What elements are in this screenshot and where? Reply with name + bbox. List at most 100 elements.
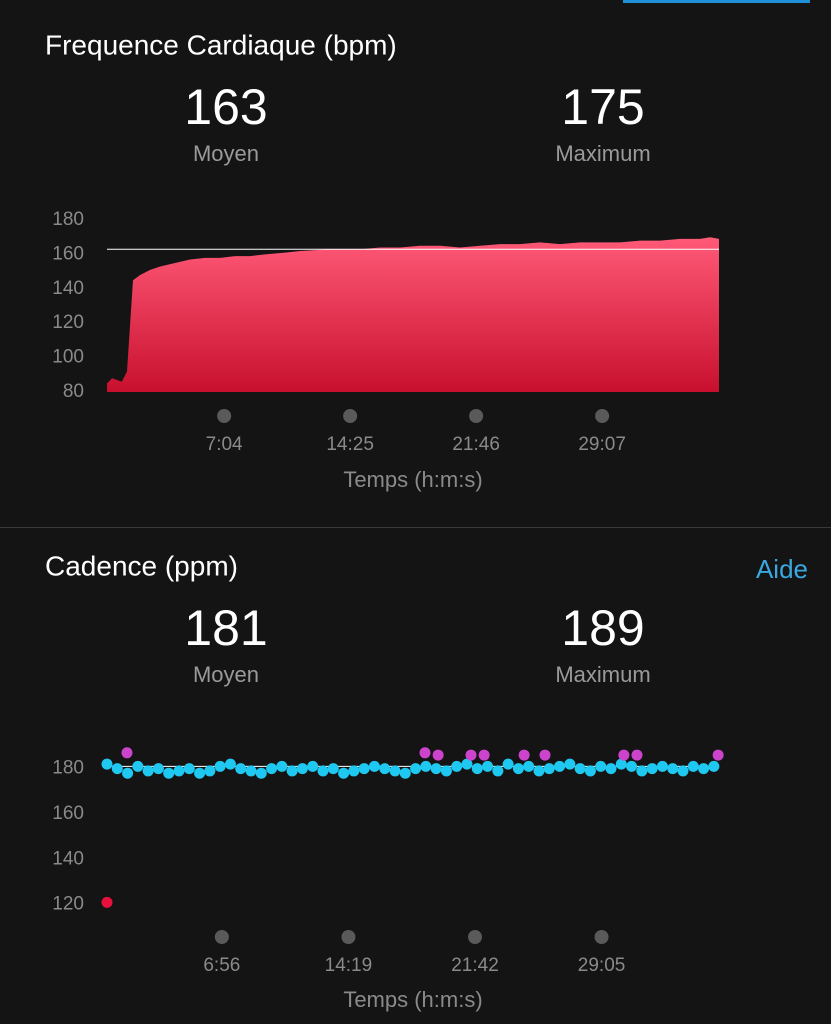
y-tick-label: 80	[63, 381, 84, 402]
stat-value: 163	[184, 79, 267, 135]
cadence-point	[465, 749, 477, 761]
y-tick-label: 180	[52, 758, 84, 779]
cadence-point	[286, 765, 298, 777]
cadence-point	[348, 765, 360, 777]
cadence-point	[410, 763, 422, 775]
cadence-point	[420, 760, 432, 772]
x-tick-dot	[469, 409, 484, 423]
x-tick-dot	[343, 409, 358, 423]
y-tick-label: 140	[52, 278, 84, 299]
panel-title: Frequence Cardiaque (bpm)	[45, 29, 397, 60]
cadence-point	[389, 765, 401, 777]
cadence-point	[478, 749, 490, 761]
cadence-point	[368, 760, 380, 772]
cadence-point	[173, 765, 185, 777]
panel-title: Cadence (ppm)	[45, 550, 238, 581]
cadence-point	[471, 763, 483, 775]
cadence-point	[152, 763, 164, 775]
cadence-point	[121, 747, 133, 759]
stat-label: Moyen	[193, 141, 259, 166]
x-tick-label: 29:05	[578, 955, 626, 976]
y-tick-label: 180	[52, 209, 84, 230]
cadence-point	[399, 767, 411, 779]
cadence-point	[214, 760, 226, 772]
cadence-point	[440, 765, 452, 777]
cadence-point	[245, 765, 257, 777]
cadence-point	[235, 763, 247, 775]
x-tick-label: 14:25	[326, 434, 374, 455]
y-tick-label: 100	[52, 347, 84, 368]
cadence-point	[430, 763, 442, 775]
cadence-point	[163, 767, 175, 779]
x-tick-dot	[468, 930, 482, 944]
cadence-point	[482, 760, 494, 772]
cadence-point	[708, 760, 720, 772]
x-tick-dot	[341, 930, 356, 944]
x-tick-dot	[217, 409, 232, 423]
cadence-point	[636, 765, 648, 777]
y-tick-label: 120	[52, 312, 84, 333]
x-tick-dot	[594, 930, 609, 944]
x-tick-dot	[214, 930, 229, 944]
x-tick-dot	[595, 409, 610, 423]
stat-value: 175	[561, 79, 644, 135]
cadence-point	[327, 763, 339, 775]
cadence-point	[101, 896, 113, 908]
cadence-point	[712, 749, 724, 761]
stat-label: Maximum	[555, 662, 650, 687]
cadence-point	[698, 763, 710, 775]
x-axis-label: Temps (h:m:s)	[343, 987, 482, 1012]
cadence-point	[543, 763, 555, 775]
y-tick-label: 160	[52, 803, 84, 824]
cadence-point	[255, 767, 267, 779]
cadence-point	[656, 760, 668, 772]
cadence-point	[646, 763, 658, 775]
cadence-point	[432, 749, 444, 761]
cadence-point	[224, 758, 236, 770]
cadence-point	[142, 765, 154, 777]
cadence-point	[631, 749, 643, 761]
cadence-point	[194, 767, 206, 779]
cadence-point	[533, 765, 545, 777]
cadence-point	[101, 758, 113, 770]
cadence-point	[554, 760, 566, 772]
cadence-point	[502, 758, 514, 770]
cadence-point	[461, 758, 473, 770]
cadence-point	[266, 763, 278, 775]
cadence-point	[539, 749, 551, 761]
cadence-point	[626, 760, 638, 772]
stat-label: Maximum	[555, 141, 650, 166]
cadence-point	[317, 765, 329, 777]
stat-label: Moyen	[193, 662, 259, 687]
y-tick-label: 160	[52, 243, 84, 264]
cadence-point	[204, 765, 216, 777]
cadence-point	[618, 749, 630, 761]
cadence-point	[605, 763, 617, 775]
stat-value: 189	[561, 600, 644, 656]
cadence-point	[523, 760, 535, 772]
y-tick-label: 120	[52, 894, 84, 915]
cadence-point	[595, 760, 607, 772]
tab-indicator	[623, 0, 810, 3]
divider	[0, 527, 831, 528]
cadence-point	[564, 758, 576, 770]
cadence-point	[276, 760, 288, 772]
cadence-point	[615, 758, 627, 770]
help-link[interactable]: Aide	[756, 554, 808, 584]
y-tick-label: 140	[52, 848, 84, 869]
cadence-point	[451, 760, 463, 772]
x-axis-label: Temps (h:m:s)	[343, 467, 482, 492]
cadence-point	[122, 767, 134, 779]
cadence-point	[111, 763, 123, 775]
cadence-point	[379, 763, 391, 775]
x-tick-label: 6:56	[203, 955, 240, 976]
cadence-point	[338, 767, 350, 779]
stat-value: 181	[184, 600, 267, 656]
cadence-point	[132, 760, 144, 772]
cadence-point	[358, 763, 370, 775]
x-tick-label: 14:19	[325, 955, 373, 976]
cadence-point	[667, 763, 679, 775]
hr-area	[107, 237, 719, 392]
cadence-point	[296, 763, 308, 775]
